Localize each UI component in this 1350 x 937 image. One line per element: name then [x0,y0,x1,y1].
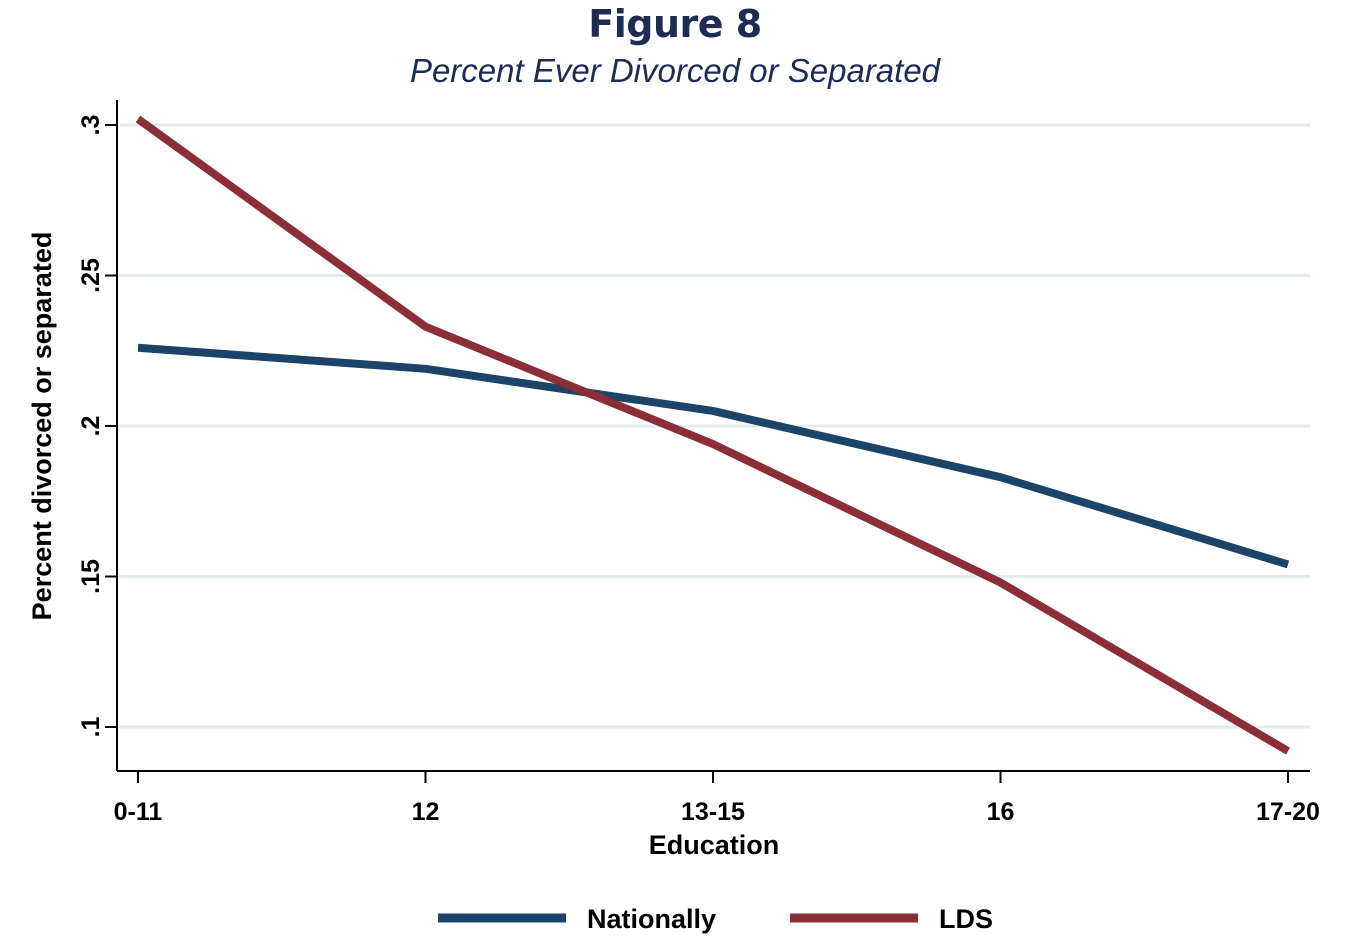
axes [116,100,1310,772]
y-axis-title: Percent divorced or separated [27,232,57,621]
x-tick-label: 12 [412,798,440,826]
y-tick-label: .3 [77,115,105,136]
series-line-lds [135,115,1291,755]
series-line-nationally [137,343,1290,569]
chart-title: Figure 8 [588,2,762,46]
gridlines [119,123,1310,729]
y-tick-label: .1 [77,716,105,737]
y-tick-label: .25 [77,258,105,293]
legend-label: LDS [939,904,993,934]
chart-subtitle: Percent Ever Divorced or Separated [409,52,941,89]
x-tick-label: 13-15 [681,798,745,826]
x-axis-title: Education [649,830,780,860]
x-tick-label: 17-20 [1256,798,1320,826]
series-lines [135,115,1291,755]
legend-label: Nationally [587,904,716,934]
x-tick-label: 16 [987,798,1015,826]
legend: Nationally LDS [438,904,993,934]
ticks: .1 .15 .2 .25 .3 0-11 12 13-15 16 17-20 [77,115,1320,826]
y-tick-label: .2 [77,416,105,437]
x-tick-label: 0-11 [114,798,163,826]
y-tick-label: .15 [77,559,105,594]
